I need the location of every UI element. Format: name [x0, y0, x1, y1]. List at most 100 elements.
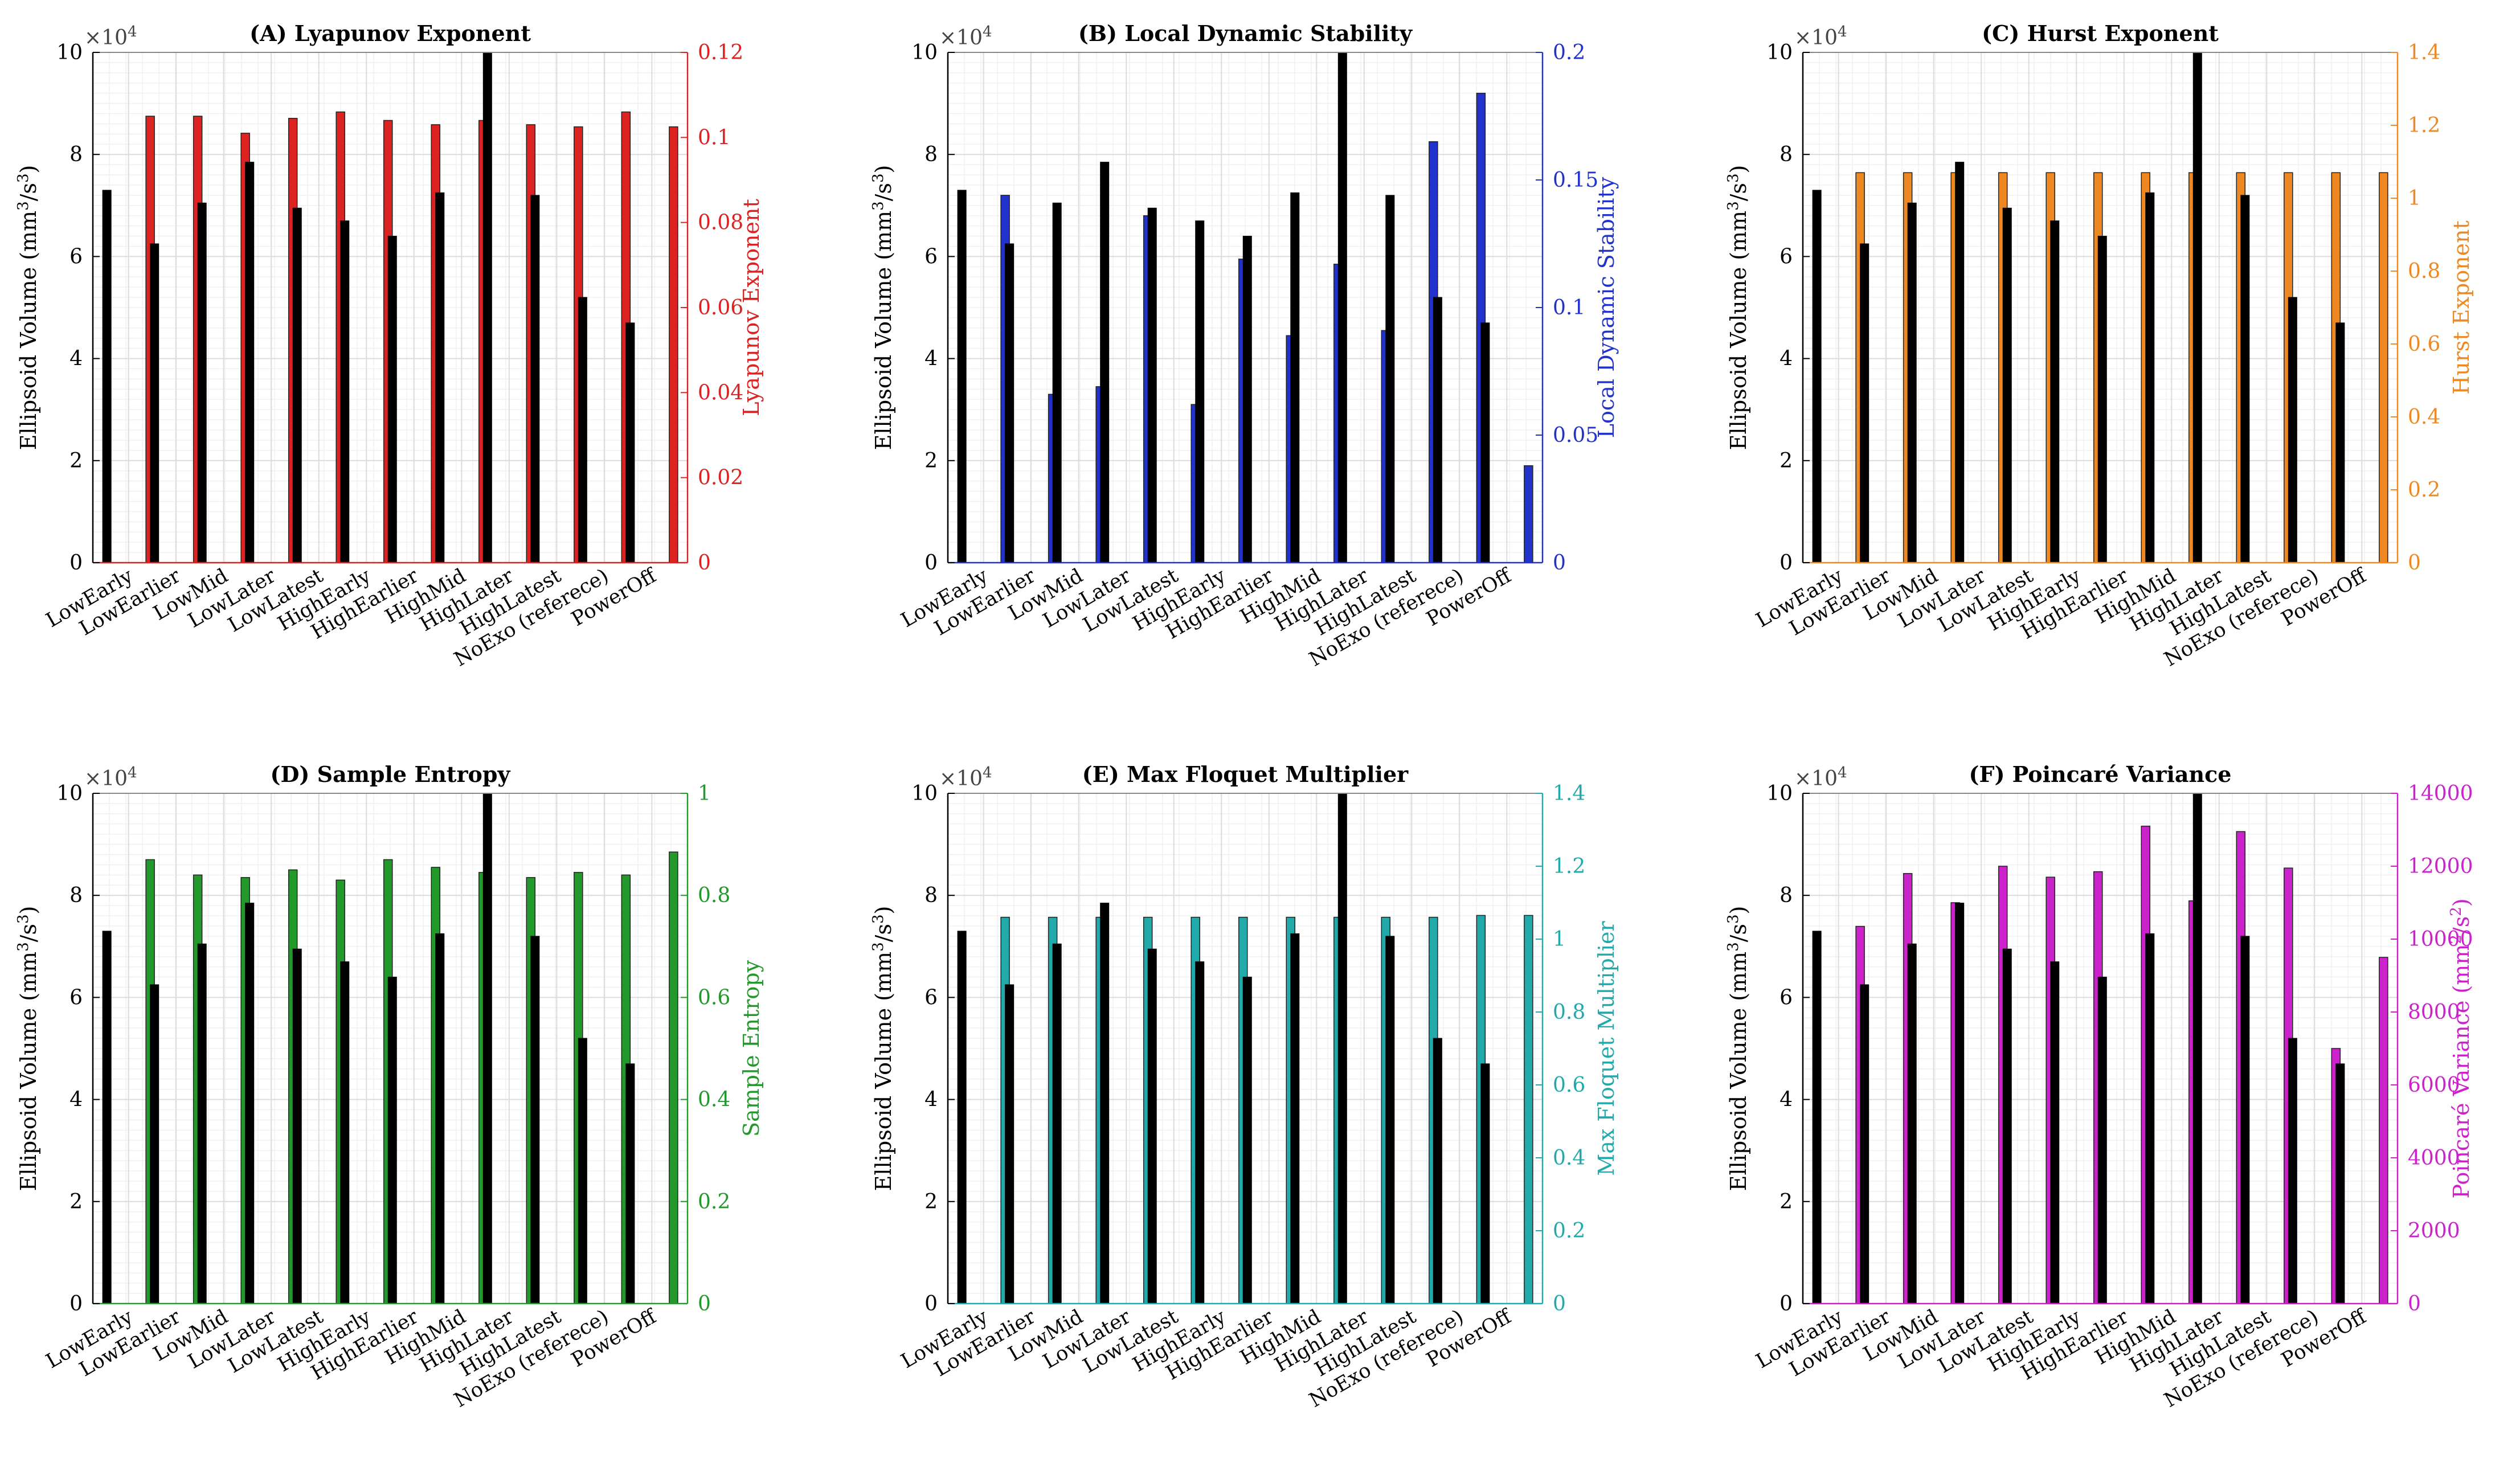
right-tick-label: 0.6 — [2408, 333, 2440, 356]
left-axis-label-part: 3 — [1725, 942, 1742, 952]
left-axis-label-part: /s — [16, 924, 41, 942]
bar-ellipsoid-volume — [1860, 984, 1869, 1304]
left-axis-label-part: ) — [871, 906, 896, 915]
right-tick-label: 4000 — [2408, 1146, 2460, 1170]
left-axis-label-part: 3 — [1725, 174, 1742, 183]
right-tick-label: 0.12 — [698, 41, 743, 64]
bar-ellipsoid-volume — [578, 297, 587, 563]
right-axis-label: Max Floquet Multiplier — [1594, 920, 1619, 1175]
bar-ellipsoid-volume — [245, 903, 255, 1304]
right-axis-label-main: Hurst Exponent — [2449, 220, 2474, 395]
bar-ellipsoid-volume — [482, 52, 492, 563]
left-axis-label-part: Ellipsoid Volume (mm — [1726, 211, 1751, 450]
chart-title: (E) Max Floquet Multiplier — [1082, 761, 1409, 787]
right-tick-label: 0.2 — [1553, 1219, 1585, 1243]
bar-ellipsoid-volume — [2002, 948, 2012, 1304]
bar-ellipsoid-volume — [2240, 195, 2250, 563]
axis-exponent-base: ×10 — [84, 767, 128, 790]
bar-ellipsoid-volume — [2002, 207, 2012, 563]
bar-ellipsoid-volume — [340, 220, 350, 563]
right-axis-label: Sample Entropy — [739, 960, 764, 1137]
bar-ellipsoid-volume — [1290, 192, 1300, 563]
left-axis-label-part: 3 — [870, 942, 887, 952]
bar-ellipsoid-volume — [1337, 52, 1347, 563]
bar-ellipsoid-volume — [530, 936, 540, 1304]
left-tick-label: 10 — [56, 782, 83, 805]
bar-ellipsoid-volume — [1955, 162, 1965, 563]
bar-ellipsoid-volume — [292, 207, 302, 563]
left-tick-label: 8 — [1779, 143, 1793, 166]
right-tick-label: 1.2 — [1553, 855, 1585, 878]
bar-ellipsoid-volume — [197, 202, 207, 563]
right-tick-label: 0.05 — [1553, 424, 1598, 447]
right-tick-label: 8000 — [2408, 1001, 2460, 1024]
left-axis-label-part: 3 — [15, 915, 32, 924]
left-tick-label: 2 — [924, 1190, 938, 1214]
bar-ellipsoid-volume — [292, 948, 302, 1304]
chart-title: (B) Local Dynamic Stability — [1078, 21, 1413, 46]
chart-title: (A) Lyapunov Exponent — [249, 21, 531, 46]
bar-ellipsoid-volume — [482, 793, 492, 1304]
axis-exponent-power: 4 — [983, 23, 992, 40]
axis-exponent-base: ×10 — [84, 26, 128, 50]
bar-ellipsoid-volume — [1480, 1063, 1490, 1304]
left-axis-label-part: Ellipsoid Volume (mm — [871, 952, 896, 1191]
left-tick-label: 8 — [1779, 884, 1793, 907]
right-tick-label: 0.4 — [698, 1088, 730, 1112]
right-tick-label: 0.08 — [698, 211, 743, 235]
right-axis-label-main: Max Floquet Multiplier — [1594, 920, 1619, 1175]
right-tick-label: 2000 — [2408, 1219, 2460, 1243]
bar-ellipsoid-volume — [245, 162, 255, 563]
bar-ellipsoid-volume — [102, 931, 112, 1304]
right-tick-label: 0.1 — [698, 126, 730, 149]
left-axis-label: Ellipsoid Volume (mm3/s3) — [15, 165, 41, 450]
bar-ellipsoid-volume — [2050, 961, 2060, 1304]
bar-ellipsoid-volume — [2335, 322, 2345, 563]
bar-ellipsoid-volume — [1860, 243, 1869, 563]
left-tick-label: 2 — [1779, 1190, 1793, 1214]
left-axis-label-part: 3 — [1725, 201, 1742, 211]
axis-exponent: ×104 — [84, 764, 137, 790]
chart-title: (D) Sample Entropy — [271, 761, 511, 787]
axis-exponent-power: 4 — [1838, 23, 1847, 40]
left-axis-label-part: Ellipsoid Volume (mm — [1726, 952, 1751, 1191]
axis-exponent-power: 4 — [1838, 764, 1847, 781]
left-axis-label-part: Ellipsoid Volume (mm — [16, 211, 41, 450]
left-tick-label: 0 — [1779, 1292, 1793, 1316]
left-tick-label: 4 — [1779, 1088, 1793, 1112]
left-tick-label: 2 — [69, 1190, 83, 1214]
bar-ellipsoid-volume — [1195, 220, 1205, 563]
left-axis-label-part: 3 — [870, 174, 887, 183]
left-axis-label-part: /s — [871, 183, 896, 201]
right-tick-label: 0.2 — [698, 1190, 730, 1214]
right-tick-label: 0 — [1553, 1292, 1566, 1316]
right-tick-label: 1.4 — [2408, 41, 2440, 64]
left-tick-label: 6 — [924, 245, 938, 268]
left-tick-label: 10 — [911, 782, 938, 805]
bar-ellipsoid-volume — [1385, 195, 1395, 563]
bar-ellipsoid-volume — [1907, 943, 1917, 1304]
axis-exponent-base: ×10 — [939, 26, 983, 50]
left-tick-label: 8 — [69, 884, 83, 907]
left-axis-label-part: ) — [1726, 906, 1751, 915]
axis-exponent-base: ×10 — [939, 767, 983, 790]
left-tick-label: 10 — [911, 41, 938, 64]
chart-title: (F) Poincaré Variance — [1969, 761, 2232, 787]
bar-ellipsoid-volume — [2192, 52, 2202, 563]
right-tick-label: 6000 — [2408, 1074, 2460, 1097]
left-tick-label: 0 — [924, 551, 938, 575]
axis-exponent: ×104 — [84, 23, 137, 50]
right-axis-label: Local Dynamic Stability — [1594, 177, 1619, 438]
left-tick-label: 10 — [1766, 782, 1793, 805]
left-tick-label: 2 — [924, 449, 938, 473]
left-tick-label: 6 — [69, 986, 83, 1009]
right-tick-label: 0.4 — [1553, 1146, 1585, 1170]
right-tick-label: 0 — [2408, 1292, 2421, 1316]
bar-ellipsoid-volume — [2240, 936, 2250, 1304]
axis-exponent-power: 4 — [128, 23, 137, 40]
bar-ellipsoid-volume — [2288, 1038, 2297, 1304]
left-axis-label: Ellipsoid Volume (mm3/s3) — [1725, 165, 1751, 450]
left-axis-label-part: ) — [16, 165, 41, 174]
right-axis-label-part: 2 — [2448, 935, 2465, 944]
